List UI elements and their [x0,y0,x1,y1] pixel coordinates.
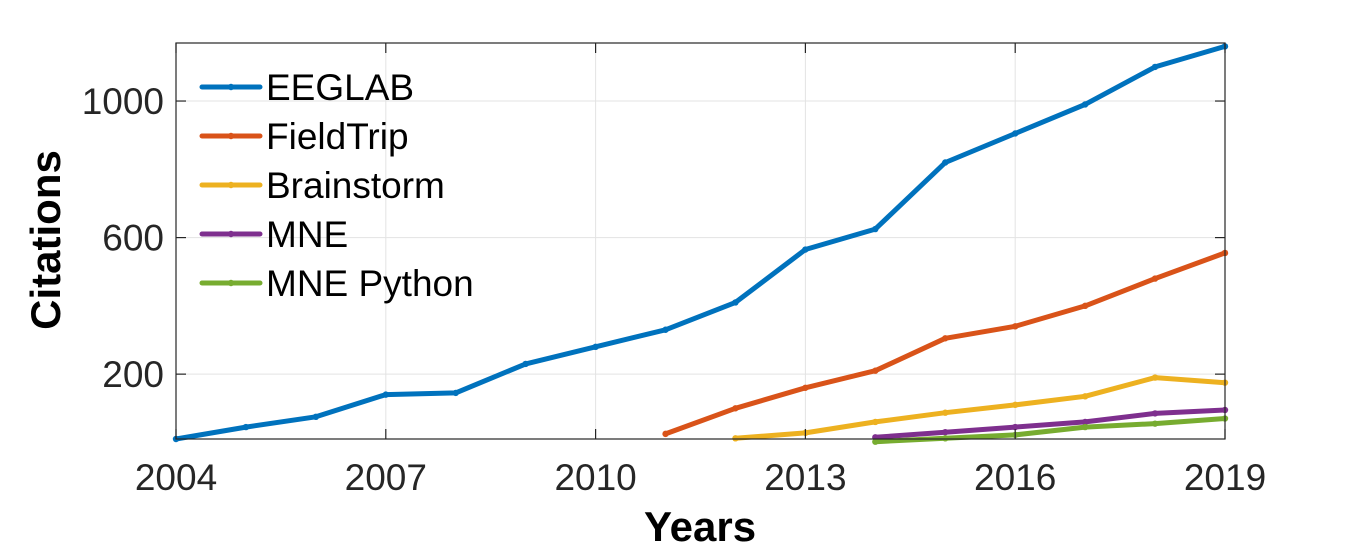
data-point-eeglab [802,246,809,253]
data-point-eeglab [382,391,389,398]
x-tick-label: 2016 [974,457,1056,498]
legend-label: MNE Python [266,263,474,304]
legend-label: FieldTrip [266,116,409,157]
data-point-brainstorm [872,418,879,426]
series-brainstorm [732,374,1229,442]
series-fieldtrip [662,249,1229,438]
y-tick-label: 600 [102,218,164,259]
series-mne [872,406,1229,441]
y-tick-label: 1000 [82,81,164,122]
data-point-fieldtrip [1151,275,1159,282]
series-line-mne-python [872,416,1228,445]
legend: EEGLAB FieldTrip Brainstorm MNE MNE Python [199,67,474,304]
legend-marker [227,132,235,140]
data-point-brainstorm [732,435,739,442]
y-axis-title: Citations [22,150,69,330]
legend-marker [227,230,235,238]
x-tick-label: 2007 [345,457,427,498]
data-point-fieldtrip [732,405,739,412]
data-point-brainstorm [1012,401,1019,409]
data-point-eeglab [1151,63,1159,71]
data-point-fieldtrip [942,335,949,342]
data-point-mne [1151,410,1159,417]
data-point-eeglab [732,299,739,306]
legend-item-mne-python: MNE Python [199,263,474,304]
series-lines [172,43,1229,445]
data-point-fieldtrip [662,430,669,438]
series-line-mne [872,407,1228,440]
data-point-eeglab [662,326,669,333]
legend-marker [227,181,235,189]
legend-label: MNE [266,214,348,255]
data-point-fieldtrip [872,367,879,374]
data-point-mne [1012,423,1019,431]
series-eeglab [172,43,1229,443]
data-point-fieldtrip [1081,302,1089,310]
legend-item-fieldtrip: FieldTrip [199,116,409,157]
data-point-brainstorm [1151,374,1159,381]
legend-item-mne: MNE [199,214,348,255]
data-point-mne-python [872,438,879,445]
data-point-brainstorm [1081,393,1089,400]
data-point-mne-python [1081,423,1089,431]
x-tick-label: 2010 [554,457,636,498]
legend-item-brainstorm: Brainstorm [199,165,445,206]
series-mne-python [872,415,1229,445]
series-line-brainstorm [733,375,1228,441]
data-point-fieldtrip [1012,323,1019,330]
data-point-eeglab [1012,130,1019,137]
data-point-eeglab [942,159,949,166]
data-point-mne [1081,418,1089,426]
y-tick-label: 200 [102,354,164,395]
legend-marker [227,279,235,287]
legend-item-eeglab: EEGLAB [199,67,414,108]
data-point-mne-python [942,435,949,442]
x-tick-label: 2004 [135,457,217,498]
plot-frame [175,42,1226,440]
data-point-mne-python [1151,420,1159,427]
legend-label: Brainstorm [266,165,445,206]
data-point-brainstorm [942,409,949,416]
series-line-fieldtrip [663,250,1228,437]
data-point-eeglab [312,413,320,421]
x-axis-title: Years [644,503,756,550]
data-point-fieldtrip [802,384,809,391]
x-tick-label: 2013 [764,457,846,498]
data-point-eeglab [872,225,879,233]
x-tick-label: 2019 [1184,457,1266,498]
data-point-eeglab [1081,101,1089,108]
data-point-eeglab [522,360,529,368]
data-point-mne [942,428,949,436]
legend-marker [227,83,235,91]
data-point-eeglab [452,389,459,397]
axis-ticks: 2004 2007 2010 2013 2016 2019 200 600 1000 [82,43,1266,498]
data-point-eeglab [242,423,250,431]
data-point-eeglab [592,343,599,351]
legend-label: EEGLAB [266,67,414,108]
series-line-eeglab [173,43,1228,442]
